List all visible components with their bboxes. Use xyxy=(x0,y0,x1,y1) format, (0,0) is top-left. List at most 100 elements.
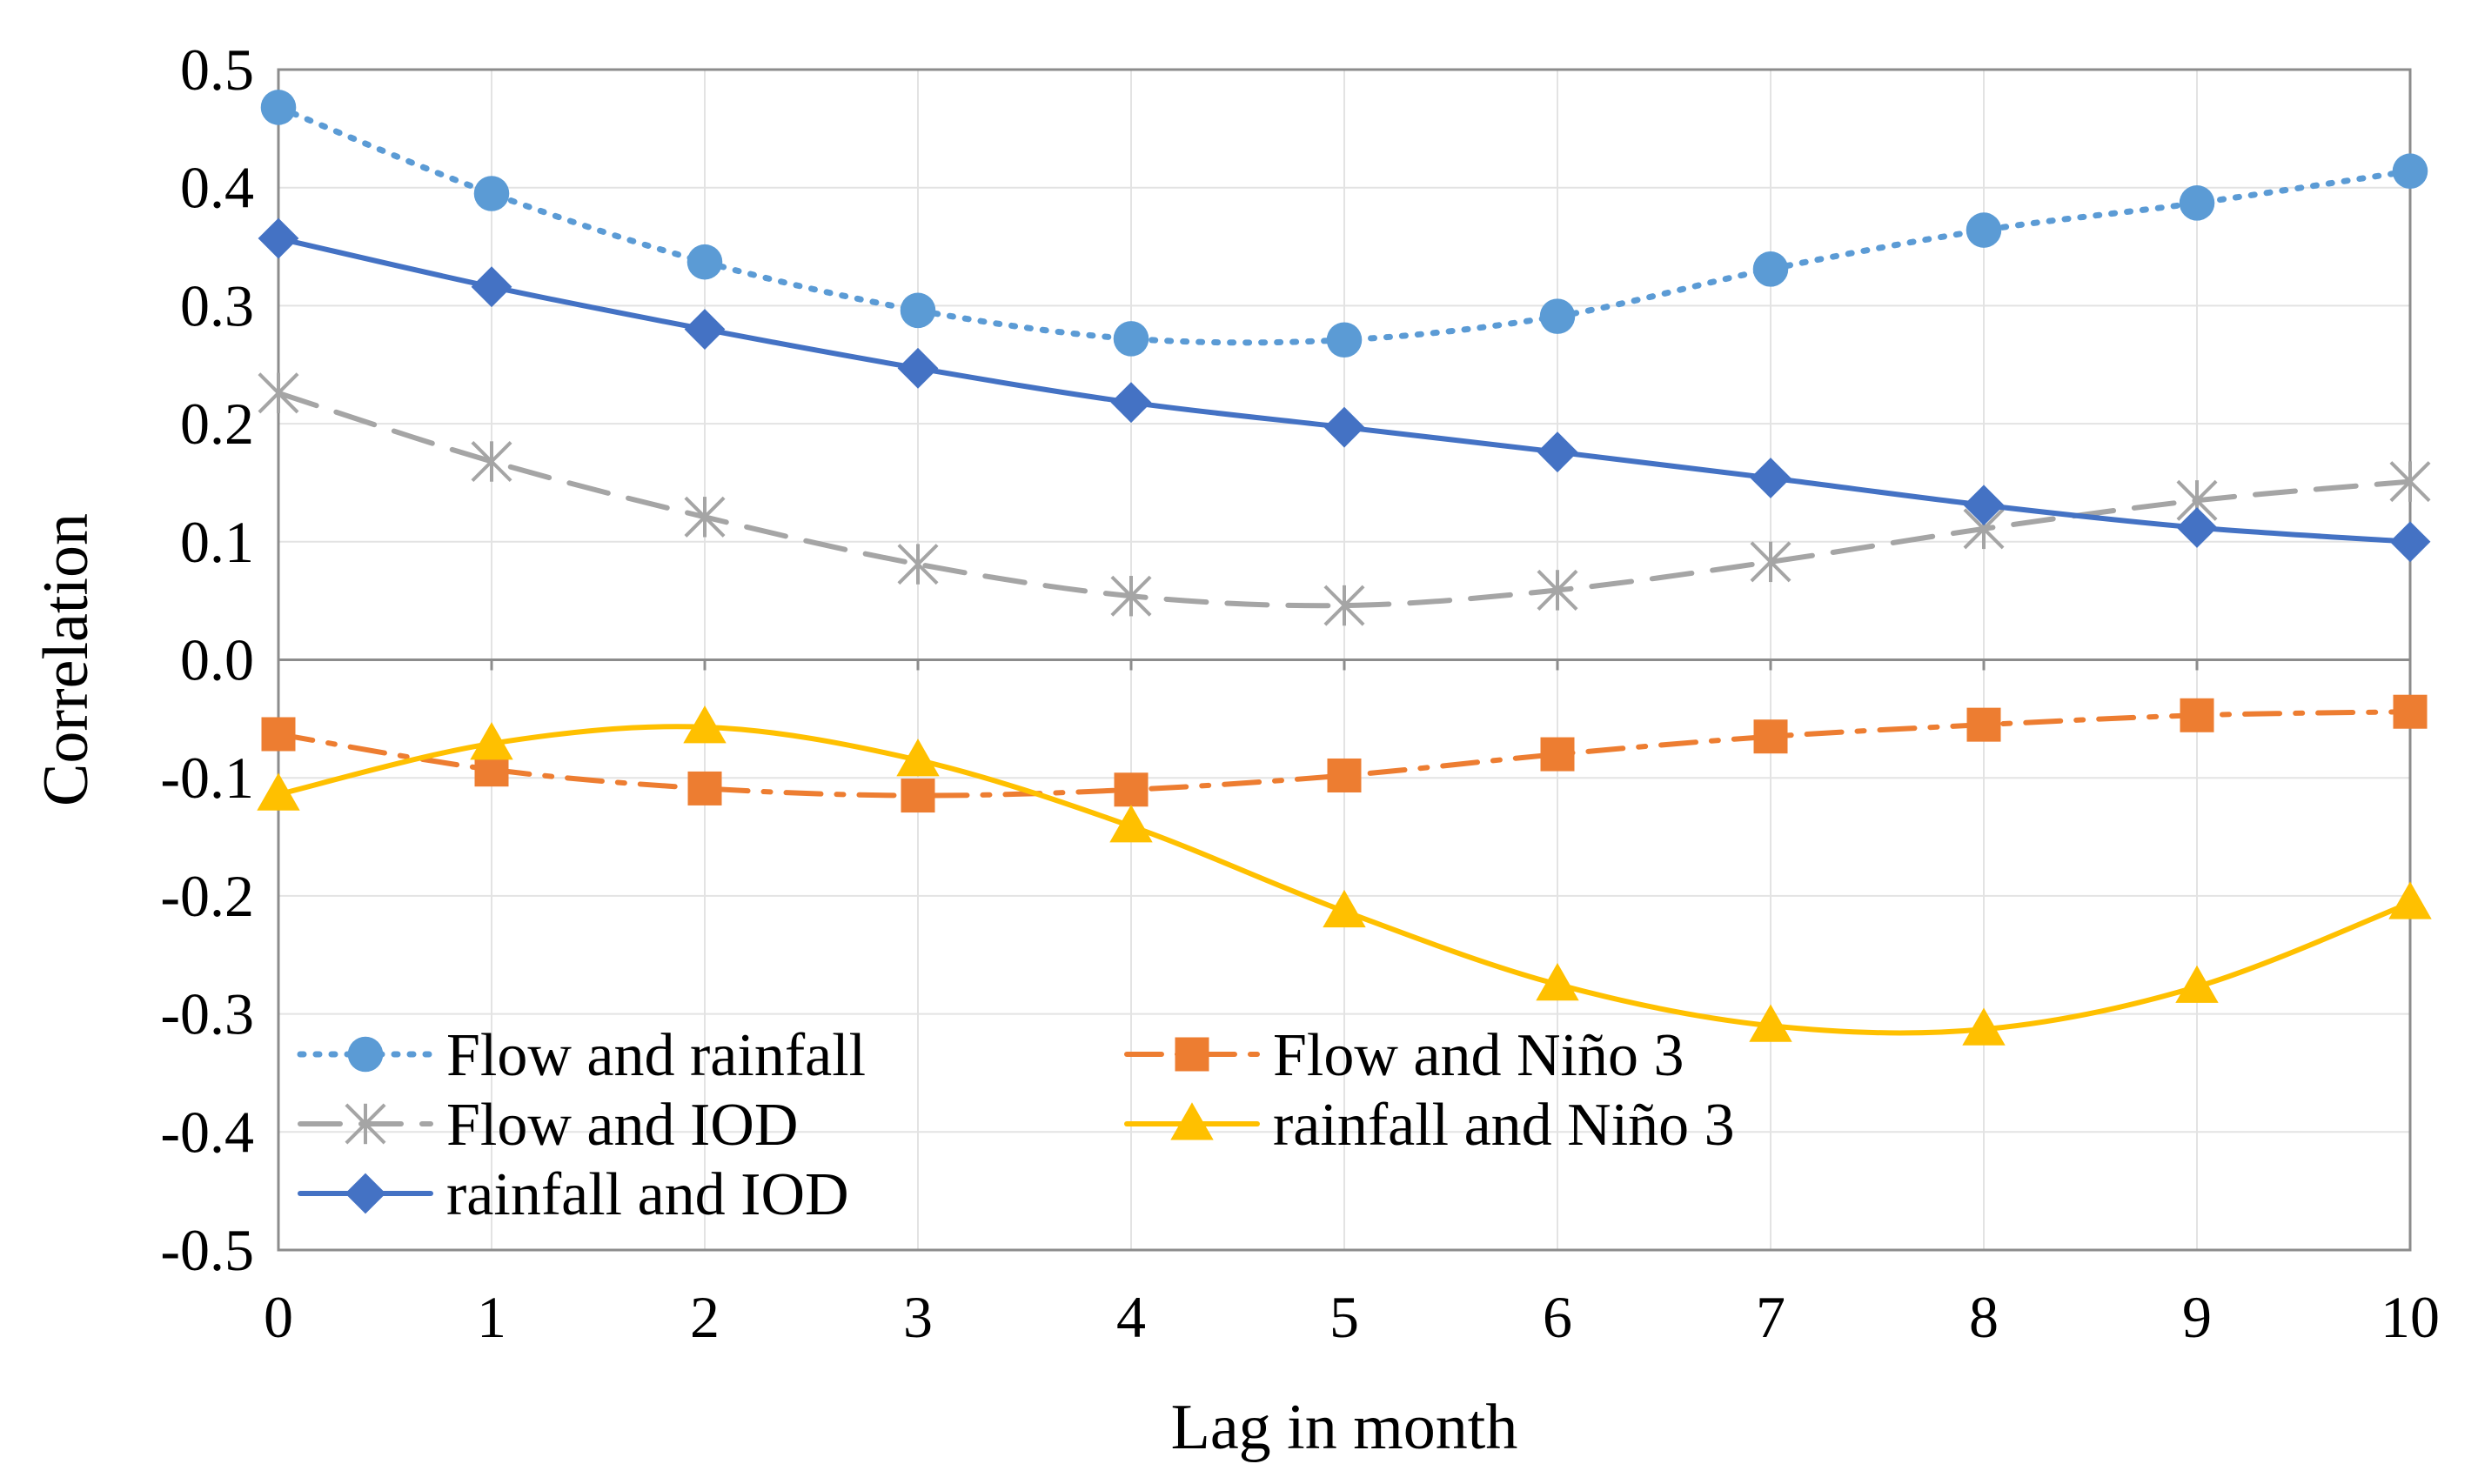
data-point-diamond xyxy=(2389,521,2431,563)
data-point-circle xyxy=(260,90,297,125)
data-point-star xyxy=(258,372,299,414)
data-point-star xyxy=(345,1103,386,1145)
data-point-diamond xyxy=(471,266,512,308)
data-point-triangle xyxy=(2388,881,2432,919)
data-point-diamond xyxy=(1110,382,1152,424)
data-point-circle xyxy=(1752,251,1789,287)
data-point-circle xyxy=(1966,212,2002,248)
legend-item: Flow and Niño 3 xyxy=(1124,1022,1684,1089)
x-tick-label: 3 xyxy=(903,1284,933,1350)
data-point-star xyxy=(684,496,726,538)
y-tick-label: 0.3 xyxy=(180,272,254,338)
series-line xyxy=(276,709,2413,799)
y-tick-label: 0.4 xyxy=(180,155,254,221)
x-tick-label: 1 xyxy=(477,1284,506,1350)
data-point-diamond xyxy=(2176,507,2218,548)
data-point-diamond xyxy=(1323,406,1365,448)
legend-label: rainfall and Niño 3 xyxy=(1273,1092,1735,1159)
series-line xyxy=(276,390,2413,609)
y-tick-label: -0.5 xyxy=(160,1217,254,1283)
legend-item: rainfall and IOD xyxy=(298,1161,849,1228)
series-rainfall-and-ni-o-3 xyxy=(257,705,2432,1046)
data-point-circle xyxy=(1539,298,1576,334)
data-point-star xyxy=(2389,461,2431,503)
tick-labels: 0.5 0.4 0.3 0.2 0.1 0.0 -0.1 -0.2 -0.3 -0.4 -0.50 1… xyxy=(160,37,2440,1350)
data-point-circle xyxy=(2179,185,2215,221)
legend-label: Flow and Niño 3 xyxy=(1273,1022,1684,1089)
series-lines xyxy=(257,90,2432,1046)
data-point-triangle xyxy=(1323,889,1366,928)
data-point-star xyxy=(471,441,512,483)
legend-item: Flow and IOD xyxy=(298,1092,798,1159)
series-flow-and-ni-o-3 xyxy=(261,694,2428,813)
data-point-square xyxy=(687,771,722,806)
data-point-triangle xyxy=(1962,1007,2006,1046)
x-tick-label: 5 xyxy=(1329,1284,1359,1350)
y-tick-label: -0.4 xyxy=(160,1099,254,1165)
data-point-circle xyxy=(473,176,510,211)
x-tick-label: 0 xyxy=(264,1284,293,1350)
data-point-diamond xyxy=(1963,485,2005,526)
data-point-triangle xyxy=(1170,1102,1214,1140)
data-point-star xyxy=(897,544,939,585)
data-point-square xyxy=(1175,1037,1209,1072)
data-point-triangle xyxy=(2175,965,2219,1003)
series-rainfall-and-iod xyxy=(258,217,2431,563)
data-point-star xyxy=(1750,541,1792,583)
y-tick-label: -0.3 xyxy=(160,981,254,1047)
data-point-star xyxy=(1110,575,1152,617)
data-point-star xyxy=(1537,569,1578,611)
x-tick-label: 6 xyxy=(1543,1284,1572,1350)
data-point-triangle xyxy=(896,739,940,777)
x-tick-label: 9 xyxy=(2182,1284,2212,1350)
data-point-square xyxy=(1327,758,1362,792)
legend-label: rainfall and IOD xyxy=(446,1161,849,1228)
y-tick-label: -0.2 xyxy=(160,863,254,929)
data-point-circle xyxy=(1113,321,1149,357)
data-point-circle xyxy=(1326,322,1363,358)
data-point-square xyxy=(1753,719,1788,754)
legend: Flow and rainfall Flow and Niño 3 Flow and… xyxy=(297,1022,1735,1228)
data-point-diamond xyxy=(258,217,299,259)
data-point-triangle xyxy=(257,772,300,811)
data-point-circle xyxy=(686,244,723,280)
y-tick-label: 0.5 xyxy=(180,37,254,103)
data-point-triangle xyxy=(1536,962,1579,1001)
data-point-triangle xyxy=(1109,805,1153,843)
legend-item: Flow and rainfall xyxy=(297,1022,866,1089)
data-point-diamond xyxy=(897,347,939,389)
y-tick-label: 0.1 xyxy=(180,509,254,575)
y-tick-label: 0.2 xyxy=(180,391,254,457)
legend-label: Flow and rainfall xyxy=(446,1022,866,1089)
data-point-square xyxy=(2393,694,2428,729)
data-point-triangle xyxy=(1749,1004,1792,1042)
x-axis-title: Lag in month xyxy=(1171,1392,1518,1463)
y-axis-title: Correlation xyxy=(30,513,102,806)
data-point-diamond xyxy=(1537,431,1578,473)
data-point-square xyxy=(901,779,935,813)
y-tick-label: 0.0 xyxy=(180,627,254,693)
data-point-square xyxy=(1540,737,1575,772)
data-point-circle xyxy=(2392,153,2428,189)
data-point-diamond xyxy=(684,309,726,350)
data-point-circle xyxy=(900,292,936,329)
data-point-triangle xyxy=(683,705,727,744)
legend-label: Flow and IOD xyxy=(446,1092,798,1159)
data-point-triangle xyxy=(470,722,513,760)
x-tick-label: 10 xyxy=(2381,1284,2440,1350)
data-point-star xyxy=(1323,585,1365,626)
data-point-diamond xyxy=(1750,458,1792,498)
y-tick-label: -0.1 xyxy=(160,745,254,811)
legend-item: rainfall and Niño 3 xyxy=(1124,1092,1735,1159)
data-point-square xyxy=(1966,707,2001,742)
data-point-square xyxy=(2180,698,2214,732)
x-tick-label: 8 xyxy=(1969,1284,1999,1350)
data-point-diamond xyxy=(345,1173,386,1214)
x-tick-label: 4 xyxy=(1116,1284,1146,1350)
data-point-square xyxy=(1114,772,1149,807)
series-flow-and-iod xyxy=(258,372,2431,626)
series-flow-and-rainfall xyxy=(260,90,2428,358)
x-tick-label: 7 xyxy=(1756,1284,1785,1350)
